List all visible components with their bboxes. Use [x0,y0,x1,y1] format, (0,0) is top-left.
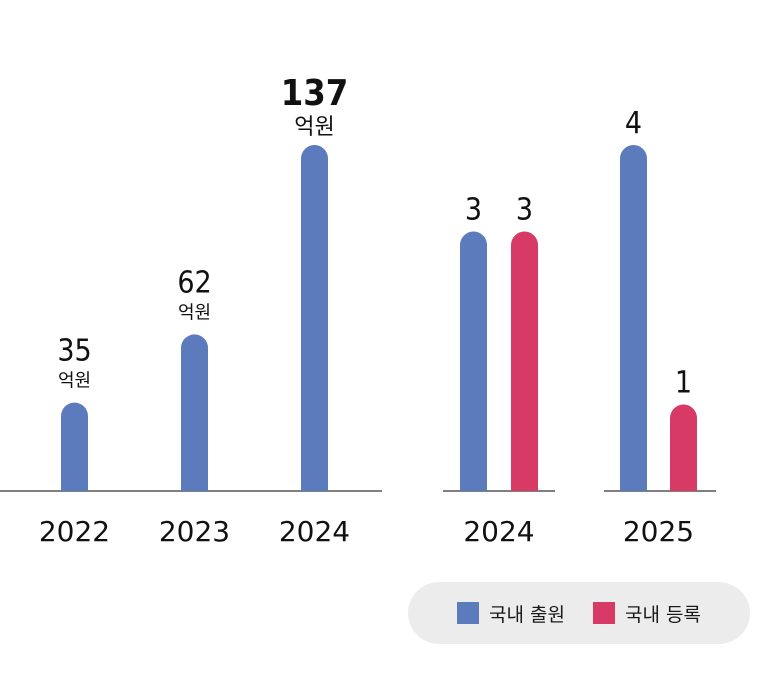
bar-2025-series-0 [620,145,647,491]
x-tick-label-2022: 2022 [39,515,110,548]
x-tick-label-2024: 2024 [279,515,350,548]
bar-2025-series-1 [670,404,697,491]
unit-label-2023: 억원 [178,302,211,323]
value-label-2023: 62 [177,265,211,300]
x-tick-label-right-2024: 2024 [463,515,534,548]
value-label-2025-series-1: 1 [675,366,692,401]
legend-swatch-filing [457,602,480,624]
legend-label-filing: 국내 출원 [489,603,565,626]
value-label-2022: 35 [57,334,91,369]
bar-2024 [301,145,328,491]
bar-2023 [181,334,208,491]
bar-2024-series-1 [511,231,538,491]
bar-2024-series-0 [460,231,487,491]
unit-label-2022: 억원 [58,371,91,392]
legend-item-filing: 국내 출원 [457,600,565,627]
x-tick-label-right-2025: 2025 [623,515,694,548]
x-tick-label-2023: 2023 [159,515,230,548]
value-label-2024: 137 [281,73,349,114]
legend-label-registration: 국내 등록 [625,603,701,626]
value-label-2024-series-0: 3 [465,193,482,228]
value-label-2024-series-1: 3 [516,193,533,228]
legend: 국내 출원 국내 등록 [408,582,750,644]
legend-swatch-registration [593,602,615,624]
bar-2022 [61,402,88,491]
unit-label-2024: 억원 [294,115,334,140]
legend-item-registration: 국내 등록 [593,600,701,627]
value-label-2025-series-0: 4 [625,106,642,141]
